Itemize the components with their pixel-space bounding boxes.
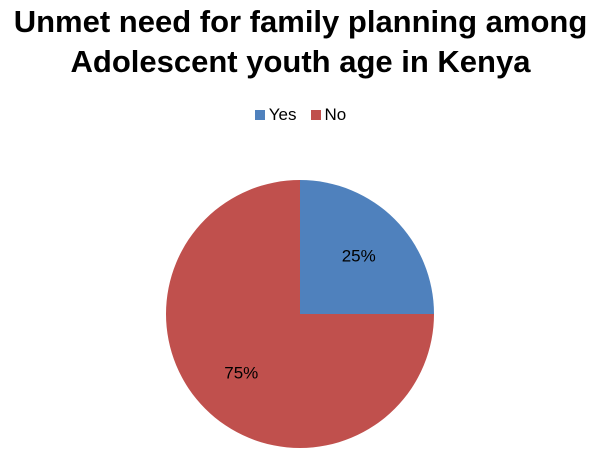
- legend: Yes No: [0, 105, 601, 125]
- legend-item-yes: Yes: [254, 105, 297, 125]
- pie-slice-yes: [300, 180, 434, 314]
- title-line-2: Adolescent youth age in Kenya: [70, 44, 531, 79]
- legend-swatch-yes: [254, 110, 265, 120]
- legend-label-yes: Yes: [268, 105, 297, 124]
- data-label-yes: 25%: [342, 246, 376, 265]
- legend-label-no: No: [324, 105, 347, 124]
- legend-item-no: No: [310, 105, 347, 125]
- chart-title: Unmet need for family planning among Ado…: [0, 2, 601, 82]
- data-label-no: 75%: [224, 364, 258, 383]
- pie-slice-no: [166, 180, 434, 448]
- legend-swatch-no: [310, 110, 321, 120]
- title-line-1: Unmet need for family planning among: [13, 4, 588, 39]
